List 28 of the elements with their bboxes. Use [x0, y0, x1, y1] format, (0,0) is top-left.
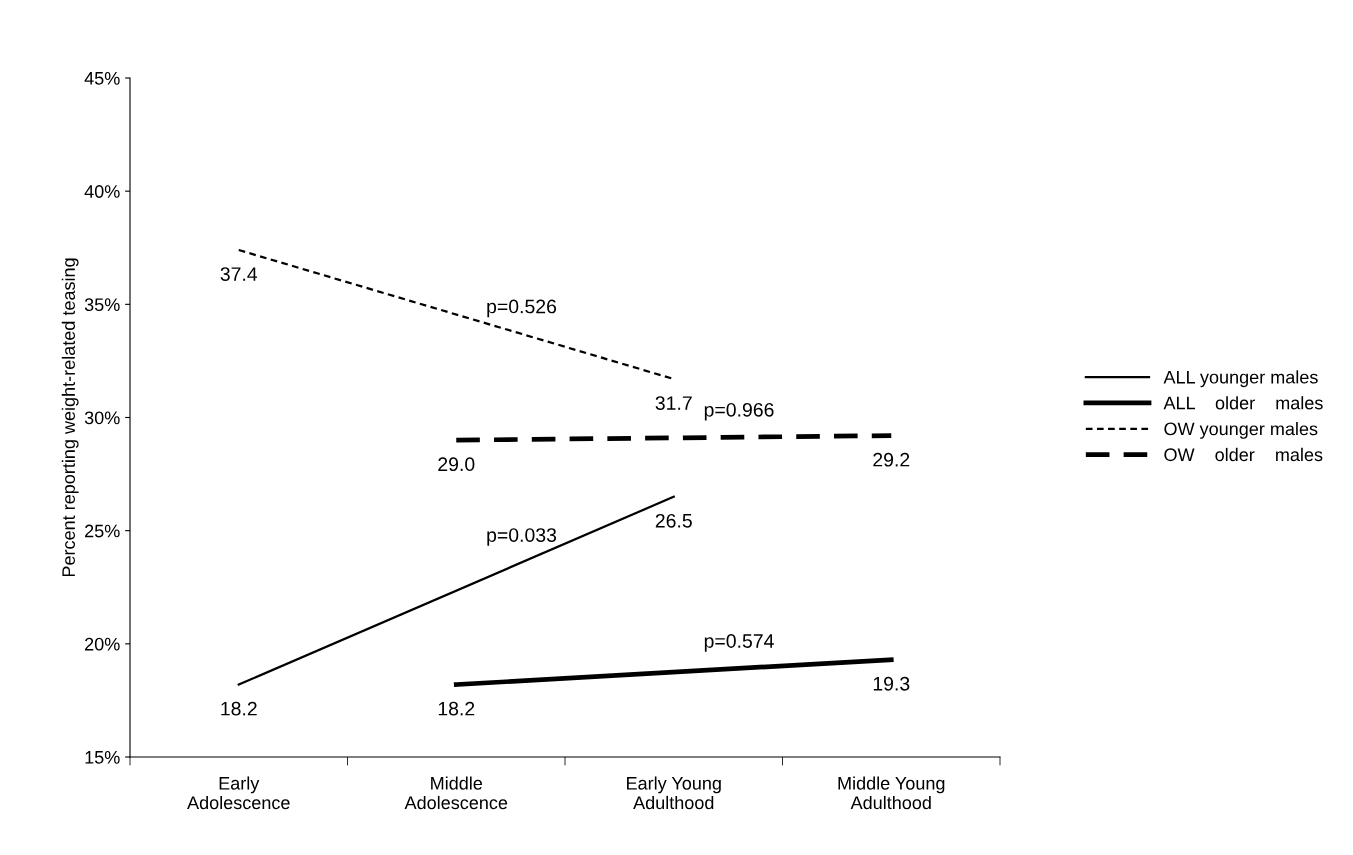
y-tick-label: 25% — [85, 524, 120, 538]
data-label: 29.0 — [438, 457, 475, 472]
data-label: 18.2 — [438, 701, 475, 716]
data-label: 18.2 — [221, 701, 257, 716]
x-tick-label: Middle Young Adulthood — [838, 776, 945, 810]
y-axis-title: Percent reporting weight-related teasing — [61, 258, 79, 577]
legend-label: OW younger males — [1164, 422, 1318, 439]
annotation: p=0.526 — [487, 299, 557, 318]
y-tick-label: 35% — [84, 298, 120, 312]
annotation: p=0.033 — [487, 528, 557, 546]
legend-label: ALL younger males — [1163, 370, 1318, 388]
legend-label: ALL older males — [1163, 396, 1323, 410]
x-tick-label: Early Young Adulthood — [627, 776, 721, 810]
data-label: 31.7 — [655, 396, 692, 410]
annotation: p=0.574 — [704, 634, 774, 652]
data-label: 29.2 — [873, 452, 910, 467]
data-label: 19.3 — [873, 676, 910, 691]
x-tick-label: Early Adolescence — [187, 776, 290, 810]
annotation: p=0.966 — [704, 402, 774, 421]
y-tick-label: 20% — [85, 637, 120, 651]
legend-label: OW older males — [1164, 447, 1323, 462]
y-tick-label: 40% — [84, 185, 120, 198]
data-label: 37.4 — [220, 267, 258, 281]
y-tick-label: 15% — [85, 751, 120, 764]
y-tick-label: 45% — [84, 72, 120, 85]
data-label: 26.5 — [655, 513, 692, 528]
y-tick-label: 30% — [84, 411, 120, 425]
x-tick-label: Middle Adolescence — [404, 776, 508, 810]
